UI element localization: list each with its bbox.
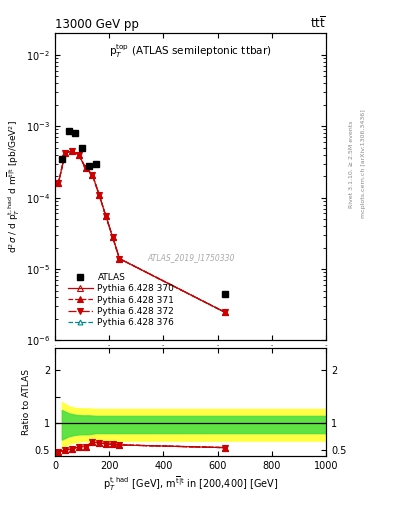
Pythia 6.428 371: [222, 309, 227, 315]
Pythia 6.428 372: [83, 165, 88, 171]
Text: 13000 GeV pp: 13000 GeV pp: [55, 18, 139, 31]
Pythia 6.428 376: [83, 165, 88, 171]
Pythia 6.428 371: [63, 150, 68, 156]
Pythia 6.428 376: [117, 255, 122, 262]
Y-axis label: d$^2\sigma$ / d p$_T^{\rm t,had}$ d m$^{\rm \overline{t}|t}$ [pb/GeV$^2$]: d$^2\sigma$ / d p$_T^{\rm t,had}$ d m$^{…: [6, 120, 22, 253]
Line: Pythia 6.428 370: Pythia 6.428 370: [56, 148, 227, 315]
Pythia 6.428 370: [90, 172, 95, 178]
Pythia 6.428 370: [70, 148, 74, 154]
ATLAS: [80, 144, 84, 151]
Pythia 6.428 376: [70, 148, 74, 154]
ATLAS: [73, 130, 78, 136]
Pythia 6.428 376: [76, 152, 81, 158]
X-axis label: p$_T^{\rm t,had}$ [GeV], m$^{\overline{\rm t}|t}$ in [200,400] [GeV]: p$_T^{\rm t,had}$ [GeV], m$^{\overline{\…: [103, 475, 278, 493]
Pythia 6.428 372: [222, 309, 227, 315]
Pythia 6.428 370: [76, 152, 81, 158]
Pythia 6.428 372: [70, 148, 74, 154]
Pythia 6.428 372: [103, 213, 108, 219]
Pythia 6.428 372: [117, 255, 122, 262]
Pythia 6.428 376: [56, 180, 61, 186]
Pythia 6.428 376: [222, 309, 227, 315]
Pythia 6.428 376: [90, 172, 95, 178]
Pythia 6.428 372: [90, 172, 95, 178]
Line: Pythia 6.428 371: Pythia 6.428 371: [56, 148, 227, 315]
Pythia 6.428 371: [90, 172, 95, 178]
Pythia 6.428 371: [103, 213, 108, 219]
ATLAS: [59, 156, 64, 162]
ATLAS: [222, 291, 227, 297]
Pythia 6.428 376: [110, 234, 115, 240]
Pythia 6.428 376: [63, 150, 68, 156]
Pythia 6.428 372: [56, 180, 61, 186]
Legend: ATLAS, Pythia 6.428 370, Pythia 6.428 371, Pythia 6.428 372, Pythia 6.428 376: ATLAS, Pythia 6.428 370, Pythia 6.428 37…: [65, 270, 177, 330]
Pythia 6.428 371: [76, 152, 81, 158]
Pythia 6.428 370: [117, 255, 122, 262]
Pythia 6.428 376: [103, 213, 108, 219]
ATLAS: [94, 160, 98, 166]
Pythia 6.428 370: [110, 234, 115, 240]
Pythia 6.428 372: [110, 234, 115, 240]
Line: ATLAS: ATLAS: [59, 128, 228, 297]
Line: Pythia 6.428 376: Pythia 6.428 376: [56, 148, 227, 314]
Line: Pythia 6.428 372: Pythia 6.428 372: [56, 148, 227, 315]
Pythia 6.428 370: [222, 309, 227, 315]
Pythia 6.428 371: [70, 148, 74, 154]
Pythia 6.428 371: [97, 191, 101, 198]
Text: tt$\mathsf{\overline{t}}$: tt$\mathsf{\overline{t}}$: [310, 15, 326, 31]
Pythia 6.428 376: [97, 191, 101, 198]
Pythia 6.428 370: [63, 150, 68, 156]
Pythia 6.428 372: [97, 191, 101, 198]
Pythia 6.428 370: [56, 180, 61, 186]
Pythia 6.428 370: [103, 213, 108, 219]
Text: Rivet 3.1.10, ≥ 2.5M events: Rivet 3.1.10, ≥ 2.5M events: [349, 120, 354, 207]
Y-axis label: Ratio to ATLAS: Ratio to ATLAS: [22, 369, 31, 435]
Pythia 6.428 370: [97, 191, 101, 198]
ATLAS: [86, 163, 91, 169]
Text: ATLAS_2019_I1750330: ATLAS_2019_I1750330: [147, 253, 234, 262]
Text: p$_T^{\rm top}$ (ATLAS semileptonic ttbar): p$_T^{\rm top}$ (ATLAS semileptonic ttba…: [109, 42, 272, 60]
Pythia 6.428 371: [56, 180, 61, 186]
Text: mcplots.cern.ch [arXiv:1306.3436]: mcplots.cern.ch [arXiv:1306.3436]: [361, 110, 366, 218]
Pythia 6.428 371: [117, 255, 122, 262]
Pythia 6.428 371: [83, 165, 88, 171]
Pythia 6.428 370: [83, 165, 88, 171]
ATLAS: [66, 128, 71, 134]
Pythia 6.428 372: [63, 150, 68, 156]
Pythia 6.428 372: [76, 152, 81, 158]
Pythia 6.428 371: [110, 234, 115, 240]
